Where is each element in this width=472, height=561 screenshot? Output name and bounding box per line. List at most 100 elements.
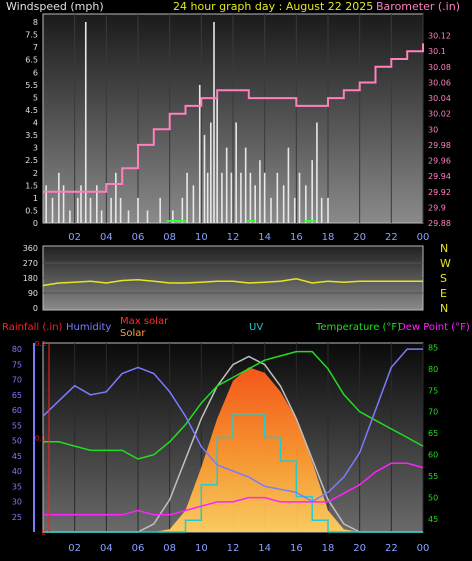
wind-title: Windspeed (mph)	[6, 0, 104, 13]
x-tick-label: 12	[227, 232, 240, 243]
wind-y-axis: 0 0.5 1 1.5 2 2.5 3 3.5 4 4.5 5 5.5 6 6.5 7 7.5 8	[25, 18, 38, 228]
x-tick-label: 12	[227, 543, 240, 554]
direction-line	[42, 278, 423, 287]
x-tick-label: 06	[132, 232, 145, 243]
humidity-y-tick: 70	[12, 376, 22, 385]
humidity-y-tick: 40	[12, 467, 22, 476]
barometer-y-tick: 30.12	[428, 32, 451, 41]
wind-y-tick: 5.5	[25, 81, 38, 90]
wind-y-tick: 7	[33, 43, 38, 52]
barometer-y-tick: 29.94	[428, 172, 451, 181]
x-tick-label: 04	[100, 232, 113, 243]
barometer-line	[43, 43, 424, 193]
legend-solar: Solar	[120, 328, 146, 339]
rain-y-tick: 0.2	[35, 340, 46, 348]
x-tick-label: 14	[258, 543, 271, 554]
temperature-y-tick: 75	[428, 386, 438, 395]
rain-y-tick: 0	[42, 529, 46, 537]
wind-y-tick: 8	[33, 18, 38, 27]
temperature-y-tick: 50	[428, 494, 438, 503]
x-tick-label: 06	[132, 543, 145, 554]
barometer-y-axis: 29.88 29.9 29.92 29.94 29.96 29.98 30 30.02 30.0…	[428, 32, 451, 228]
wind-y-tick: 3.5	[25, 131, 38, 140]
direction-y-tick: 360	[23, 244, 38, 253]
compass-label: N	[440, 302, 448, 315]
humidity-y-tick: 25	[12, 513, 22, 522]
rain-y-tick: 0.1	[35, 435, 46, 443]
barometer-y-tick: 30.08	[428, 63, 451, 72]
direction-y-tick: 270	[23, 259, 38, 268]
humidity-y-tick: 65	[12, 391, 22, 400]
wind-y-tick: 2.5	[25, 156, 38, 165]
legend-uv: UV	[249, 322, 263, 333]
legend-max-solar: Max solar	[120, 316, 169, 327]
x-tick-label: 00	[417, 543, 430, 554]
x-tick-label: 08	[163, 232, 176, 243]
wind-y-tick: 6.5	[25, 56, 38, 65]
direction-y-axis: 360 270 180 90 0	[23, 244, 38, 313]
barometer-y-tick: 30.1	[428, 47, 446, 56]
barometer-y-tick: 29.98	[428, 141, 451, 150]
barometer-title: Barometer (.in)	[376, 0, 460, 13]
humidity-y-axis: 25 30 35 40 45 50 55 60 65 70 75 80	[12, 345, 22, 522]
direction-y-tick: 0	[33, 304, 38, 313]
x-tick-label: 20	[353, 543, 366, 554]
wind-y-tick: 3	[33, 144, 38, 153]
humidity-y-tick: 45	[12, 452, 22, 461]
wind-y-tick: 4	[33, 119, 38, 128]
barometer-y-tick: 30.06	[428, 78, 451, 87]
humidity-y-tick: 50	[12, 437, 22, 446]
compass-label: E	[440, 287, 447, 300]
x-tick-label: 16	[290, 232, 303, 243]
direction-gridlines	[43, 262, 423, 294]
x-tick-label: 22	[385, 232, 398, 243]
temperature-y-tick: 70	[428, 408, 438, 417]
x-axis-bottom: 02 04 06 08 10 12 14 16 18 20 22 00	[68, 543, 429, 554]
compass-label: N	[440, 242, 448, 255]
graph-title: 24 hour graph day : August 22 2025	[173, 0, 373, 13]
humidity-y-tick: 75	[12, 360, 22, 369]
x-tick-label: 10	[195, 232, 208, 243]
wind-y-tick: 6	[33, 68, 38, 77]
humidity-y-tick: 35	[12, 482, 22, 491]
wind-y-tick: 7.5	[25, 31, 38, 40]
x-tick-label: 02	[68, 232, 81, 243]
x-tick-label: 22	[385, 543, 398, 554]
barometer-y-tick: 30	[428, 125, 438, 134]
compass-label: W	[440, 257, 451, 270]
barometer-y-tick: 30.04	[428, 94, 451, 103]
x-tick-label: 08	[163, 543, 176, 554]
temperature-y-tick: 85	[428, 343, 438, 352]
temperature-y-tick: 45	[428, 515, 438, 524]
legend-rainfall: Rainfall (.in)	[2, 322, 63, 333]
compass-label: S	[440, 272, 447, 285]
solar-area	[43, 367, 423, 532]
direction-y-tick: 180	[23, 274, 38, 283]
x-axis-top: 02 04 06 08 10 12 14 16 18 20 22 00	[68, 232, 429, 243]
legend-temperature: Temperature (°F)	[315, 322, 401, 333]
wind-y-tick: 2	[33, 169, 38, 178]
wind-y-tick: 0	[33, 219, 38, 228]
temperature-y-tick: 65	[428, 429, 438, 438]
x-tick-label: 10	[195, 543, 208, 554]
rain-y-axis: 0 0.1 0.2	[35, 340, 46, 537]
legend-humidity: Humidity	[66, 322, 111, 333]
barometer-y-tick: 29.88	[428, 219, 451, 228]
x-tick-label: 18	[322, 232, 335, 243]
temperature-y-tick: 60	[428, 451, 438, 460]
humidity-y-tick: 55	[12, 421, 22, 430]
humidity-line	[42, 348, 423, 503]
x-tick-label: 14	[258, 232, 271, 243]
uv-line	[43, 413, 423, 533]
x-tick-label: 20	[353, 232, 366, 243]
humidity-y-tick: 30	[12, 498, 22, 507]
temperature-y-tick: 80	[428, 365, 438, 374]
barometer-y-tick: 29.96	[428, 157, 451, 166]
wind-y-tick: 5	[33, 93, 38, 102]
barometer-y-tick: 29.92	[428, 188, 451, 197]
direction-y-tick: 90	[28, 289, 38, 298]
x-tick-label: 02	[68, 543, 81, 554]
wind-y-tick: 4.5	[25, 106, 38, 115]
x-tick-label: 16	[290, 543, 303, 554]
